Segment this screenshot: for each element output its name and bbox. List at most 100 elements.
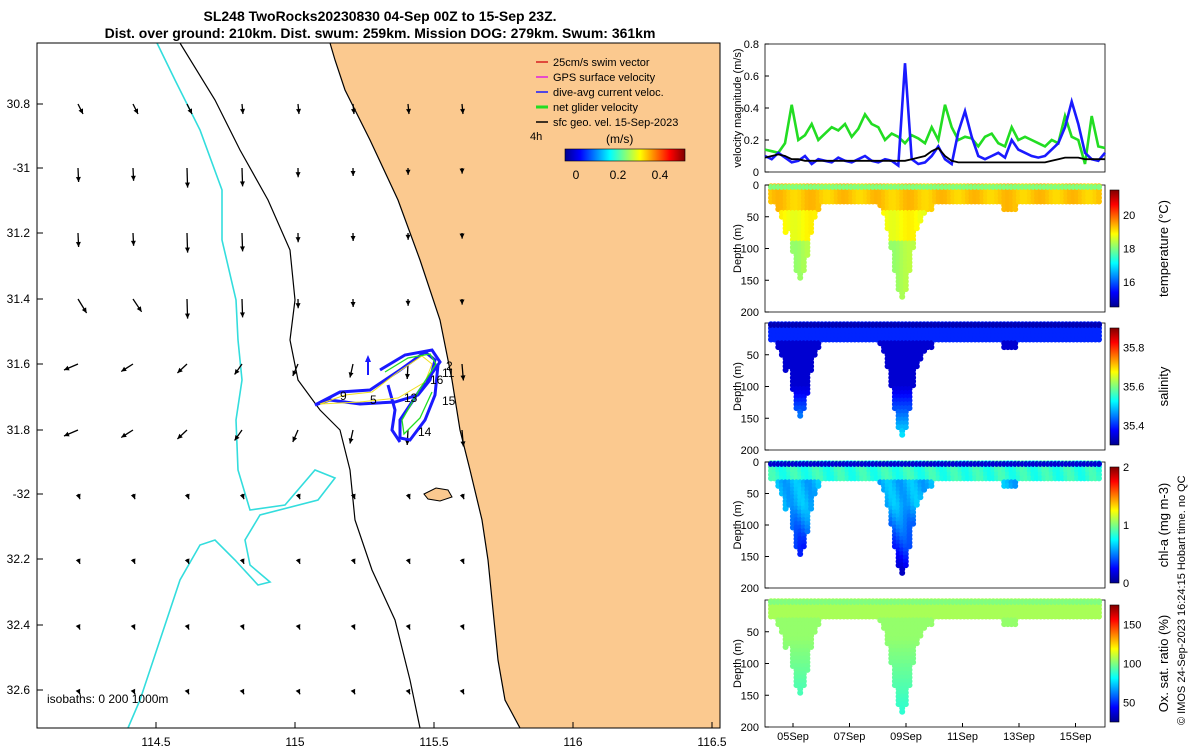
section-point <box>899 708 906 715</box>
section-scatter <box>768 460 1102 576</box>
section-point <box>808 229 815 235</box>
velocity-arrowhead <box>459 558 465 564</box>
velocity-arrowhead <box>295 172 301 178</box>
scale-note: 4h <box>530 131 542 143</box>
velocity-series-line <box>764 146 1105 164</box>
legend-label: dive-avg current veloc. <box>553 87 664 99</box>
velocity-arrowhead <box>459 299 465 305</box>
depth-tick-label: 100 <box>741 244 759 256</box>
velocity-arrowhead <box>64 431 70 437</box>
section-colorbar <box>1109 327 1120 446</box>
velocity-arrowhead <box>184 624 190 630</box>
velocity-arrowhead <box>405 234 411 240</box>
depth-tick-label: 150 <box>741 690 759 702</box>
map-y-tick-label: 31.2 <box>7 226 31 240</box>
section-point <box>1012 621 1019 628</box>
waypoint-label: 2 <box>446 359 453 373</box>
credit-text: © IMOS 24-Sep-2023 16:24:15 Hobart time.… <box>1176 475 1188 725</box>
velocity-arrowhead <box>184 493 190 500</box>
velocity-arrowhead <box>184 182 190 188</box>
section-point <box>800 405 807 412</box>
velocity-arrowhead <box>350 170 356 176</box>
velocity-arrowhead <box>295 237 301 243</box>
section-point <box>804 389 811 396</box>
section-point <box>899 569 906 576</box>
section-point <box>1096 336 1102 343</box>
waypoint-label: 15 <box>442 394 456 408</box>
velocity-arrowhead <box>405 624 411 630</box>
velocity-arrowhead <box>295 688 301 695</box>
velocity-arrowhead <box>121 432 127 438</box>
section-point <box>808 367 815 373</box>
velocity-arrowhead <box>130 558 136 564</box>
section-panel: 0 50 100 150 200 Depth (m) 16 18 20 temperature (… <box>732 180 1171 319</box>
velocity-arrowhead <box>460 441 466 447</box>
velocity-ylabel: velocity magnitude (m/s) <box>732 48 744 167</box>
velocity-arrowhead <box>239 688 245 695</box>
section-point <box>902 424 909 431</box>
depth-tick-label: 100 <box>741 520 759 532</box>
section-point <box>1096 198 1102 205</box>
legend-label: GPS surface velocity <box>553 72 656 84</box>
depth-tick-label: 150 <box>741 413 759 425</box>
section-point <box>1096 322 1102 328</box>
velocity-arrowhead <box>350 624 356 630</box>
depth-tick-label: 50 <box>747 627 759 639</box>
section-point <box>906 682 913 689</box>
map-y-tick-label: -32 <box>13 487 31 501</box>
velocity-arrowhead <box>459 688 465 695</box>
velocity-arrowhead <box>75 688 81 695</box>
velocity-series-line <box>764 104 1106 165</box>
velocity-arrowhead <box>459 233 465 239</box>
velocity-arrowhead <box>75 493 81 500</box>
velocity-arrowhead <box>460 108 465 114</box>
section-point <box>1012 344 1019 351</box>
section-point <box>797 274 804 281</box>
section-point <box>808 644 815 650</box>
time-tick-label: 09Sep <box>890 731 922 743</box>
velocity-arrowhead <box>130 175 136 181</box>
velocity-arrowhead <box>405 558 411 564</box>
section-point <box>797 689 804 696</box>
section-point <box>1096 599 1102 605</box>
velocity-arrowhead <box>133 108 138 114</box>
velocity-arrowhead <box>121 366 127 372</box>
depth-tick-label: 150 <box>741 552 759 564</box>
map-y-tick-label: 31.8 <box>7 423 31 437</box>
map-y-axis: 30.8 -31 31.2 31.4 31.6 31.8 -32 32.2 32.4 32.6 <box>7 97 43 697</box>
section-point <box>906 405 913 412</box>
time-tick-label: 11Sep <box>947 731 978 743</box>
section-point <box>906 543 913 550</box>
time-tick-label: 07Sep <box>834 731 866 743</box>
velocity-arrowhead <box>130 493 136 500</box>
section-point <box>902 286 909 293</box>
velocity-arrowhead <box>78 108 83 114</box>
section-point <box>921 347 928 354</box>
glider-track <box>314 348 442 443</box>
section-panel: 50 100 150 200 Depth (m) 35.4 35.6 35.8 salinity <box>732 321 1171 457</box>
velocity-arrowhead <box>295 558 301 564</box>
map-x-tick-label: 115.5 <box>419 735 448 749</box>
velocity-arrowhead <box>130 688 136 695</box>
depth-tick-label: 200 <box>741 722 759 734</box>
section-point <box>910 520 917 527</box>
depth-tick-label: 0 <box>753 180 759 192</box>
isobath-200m <box>179 43 421 728</box>
section-colorbar <box>1109 189 1120 308</box>
section-point <box>804 251 811 258</box>
velocity-arrowhead <box>348 372 354 378</box>
depth-axis-label: Depth (m) <box>732 224 744 273</box>
isobath-1000m <box>127 43 337 728</box>
velocity-arrowhead <box>239 493 245 500</box>
section-point <box>913 225 920 232</box>
colorbar-tick-label: 20 <box>1123 210 1135 222</box>
velocity-arrowhead <box>184 558 190 564</box>
velocity-arrowhead <box>177 433 183 439</box>
depth-axis-label: Depth (m) <box>732 639 744 688</box>
section-point <box>910 244 917 251</box>
section-point <box>808 505 815 512</box>
velocity-arrowhead <box>296 108 301 114</box>
section-point <box>910 659 917 666</box>
velocity-arrowhead <box>239 312 245 318</box>
colorbar-tick-label: 150 <box>1123 620 1141 632</box>
